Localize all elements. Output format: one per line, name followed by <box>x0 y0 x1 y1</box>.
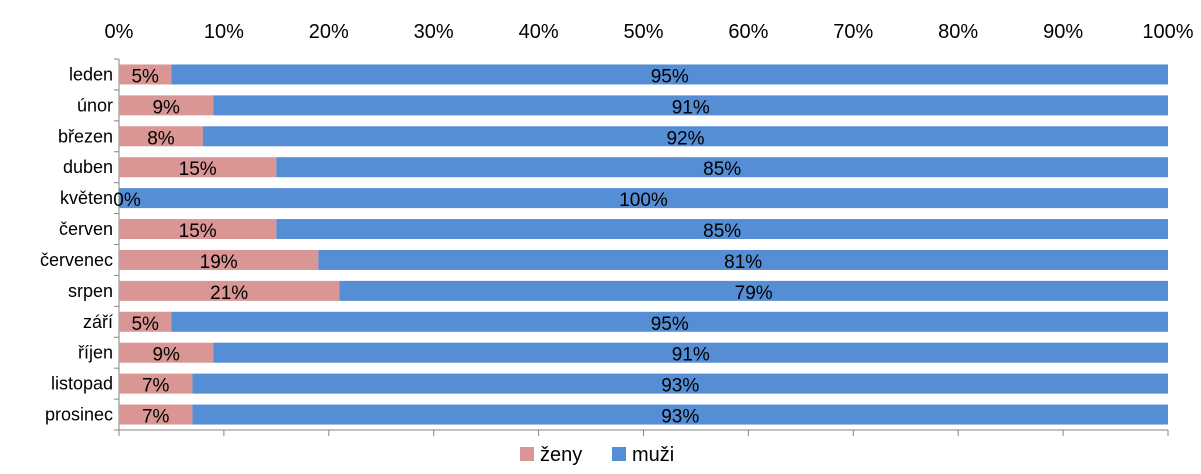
data-label: 95% <box>651 314 689 335</box>
x-tick-label: 50% <box>623 21 663 43</box>
category-label: prosinec <box>45 405 113 425</box>
bar-segment-zeny <box>119 219 277 240</box>
x-tick-label: 0% <box>105 21 134 43</box>
legend-swatch <box>520 447 534 461</box>
x-tick-label: 70% <box>833 21 873 43</box>
legend-swatch <box>612 447 626 461</box>
data-label: 7% <box>142 407 170 428</box>
data-label: 15% <box>179 159 217 180</box>
category-label: listopad <box>51 374 113 394</box>
x-tick-label: 20% <box>309 21 349 43</box>
bar-segment-muzi <box>171 64 1168 85</box>
data-label: 91% <box>672 97 710 118</box>
x-tick-label: 30% <box>414 21 454 43</box>
data-label: 100% <box>619 190 668 211</box>
legend: ženy muži <box>520 444 674 466</box>
data-label: 21% <box>210 283 248 304</box>
data-label: 15% <box>179 221 217 242</box>
category-label: leden <box>69 64 113 84</box>
data-label: 85% <box>703 221 741 242</box>
category-label: duben <box>63 157 113 177</box>
data-label: 93% <box>661 376 699 397</box>
bar-segment-zeny <box>119 95 214 116</box>
legend-label: ženy <box>540 444 582 466</box>
x-tick-label: 60% <box>728 21 768 43</box>
data-label: 9% <box>152 97 180 118</box>
axis-layer: 0% 10% 20% 30% 40% 50% 60% 70% 80% 90% 100% leden ún… <box>40 21 1194 436</box>
bar-segment-zeny <box>119 311 172 332</box>
data-label: 7% <box>142 376 170 397</box>
bar-segment-muzi <box>339 280 1168 301</box>
data-label: 9% <box>152 345 180 366</box>
category-label: březen <box>58 126 113 146</box>
data-label: 19% <box>200 252 238 273</box>
bar-segment-muzi <box>192 404 1168 425</box>
bar-segment-zeny <box>119 404 193 425</box>
x-tick-label: 100% <box>1142 21 1193 43</box>
bars-layer <box>119 64 1169 425</box>
bar-segment-muzi <box>213 342 1168 363</box>
bar-segment-muzi <box>192 373 1168 394</box>
category-label: září <box>83 312 113 332</box>
legend-label: muži <box>632 444 674 466</box>
data-label: 5% <box>131 314 159 335</box>
data-label: 81% <box>724 252 762 273</box>
x-tick-label: 10% <box>204 21 244 43</box>
bar-segment-zeny <box>119 64 172 85</box>
data-label: 95% <box>651 66 689 87</box>
bar-segment-zeny <box>119 373 193 394</box>
data-label: 5% <box>131 66 159 87</box>
data-label: 85% <box>703 159 741 180</box>
x-tick-label: 80% <box>938 21 978 43</box>
bar-segment-muzi <box>171 311 1168 332</box>
bar-segment-zeny <box>119 280 340 301</box>
bar-segment-muzi <box>213 95 1168 116</box>
x-tick-label: 40% <box>519 21 559 43</box>
category-label: srpen <box>68 281 113 301</box>
data-label: 93% <box>661 407 699 428</box>
bar-segment-zeny <box>119 126 203 147</box>
data-label: 92% <box>666 128 704 149</box>
bar-segment-zeny <box>119 342 214 363</box>
bar-segment-muzi <box>318 249 1168 270</box>
category-label: říjen <box>78 343 113 363</box>
data-label: 8% <box>147 128 175 149</box>
bar-segment-muzi <box>202 126 1169 147</box>
data-label: 91% <box>672 345 710 366</box>
bar-segment-muzi <box>119 188 1168 209</box>
category-label: červenec <box>40 250 113 270</box>
category-label: únor <box>77 95 113 115</box>
data-label: 79% <box>735 283 773 304</box>
category-label: květen <box>60 188 113 208</box>
bar-segment-zeny <box>119 249 319 270</box>
x-tick-label: 90% <box>1043 21 1083 43</box>
bar-segment-zeny <box>119 157 277 178</box>
bar-segment-muzi <box>276 157 1169 178</box>
category-label: červen <box>59 219 113 239</box>
data-label: 0% <box>113 190 141 211</box>
data-labels-layer: 5% 95% 9% 91% 8% 92% 15% 85% 0% 100% 15% 85% 19% 81% 2… <box>113 66 772 427</box>
bar-segment-muzi <box>276 219 1169 240</box>
